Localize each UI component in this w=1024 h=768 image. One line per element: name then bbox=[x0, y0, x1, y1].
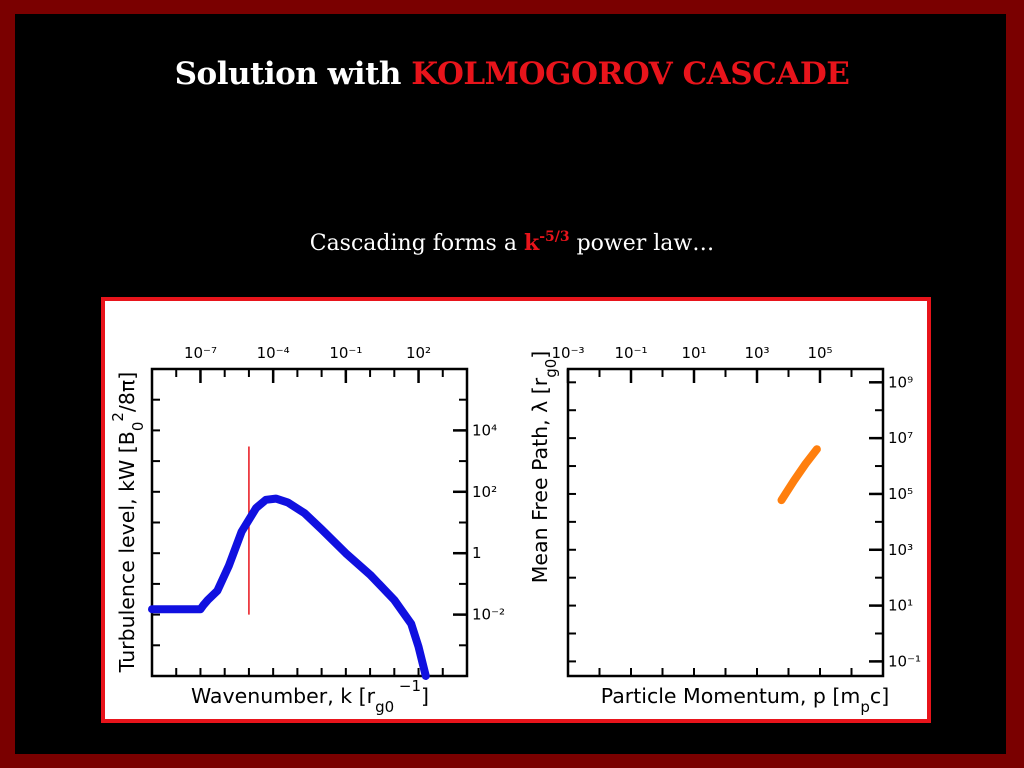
left-data-point bbox=[342, 549, 350, 557]
subtitle-k: k-5/3 bbox=[523, 229, 570, 256]
right-x-axis-label: Particle Momentum, p [mpc] bbox=[601, 684, 889, 716]
title-text: Solution with bbox=[174, 56, 412, 92]
right-series bbox=[777, 445, 821, 505]
left-y-tick-label: 10² bbox=[472, 483, 497, 501]
left-data-point bbox=[238, 528, 246, 536]
left-y-tick-label: 10⁻² bbox=[472, 606, 505, 624]
left-data-point bbox=[284, 498, 292, 506]
left-data-point bbox=[213, 587, 221, 595]
left-y-tick-label: 10⁴ bbox=[472, 421, 497, 439]
subtitle-k-exponent: -5/3 bbox=[539, 229, 570, 245]
right-x-tick-label: 10⁻¹ bbox=[614, 344, 647, 362]
right-x-tick-label: 10⁵ bbox=[807, 344, 832, 362]
left-data-point bbox=[415, 643, 422, 651]
right-y-tick-label: 10¹ bbox=[888, 597, 913, 615]
right-y-tick-label: 10⁵ bbox=[888, 485, 913, 503]
right-x-tick-label: 10³ bbox=[744, 344, 769, 362]
left-data-point bbox=[262, 496, 270, 504]
figure: 10⁻⁷ 10⁻⁴ 10⁻¹ 10² 10⁻² 1 10² 10⁴ Wavenumber, k… bbox=[109, 344, 921, 716]
right-axis-ticks: 10⁻³ 10⁻¹ 10¹ 10³ 10⁵ 10⁻¹ 10¹ 10³ 10⁵ 10⁷ 10⁹ bbox=[551, 344, 921, 676]
left-data-point bbox=[199, 601, 207, 609]
left-data-point bbox=[272, 495, 280, 503]
left-x-tick-label: 10⁻⁷ bbox=[184, 344, 217, 362]
subtitle-text-after: power law… bbox=[569, 231, 715, 256]
right-data-point bbox=[802, 460, 810, 468]
left-axis-ticks: 10⁻⁷ 10⁻⁴ 10⁻¹ 10² 10⁻² 1 10² 10⁴ bbox=[151, 344, 505, 677]
right-x-tick-label: 10¹ bbox=[681, 344, 706, 362]
left-series bbox=[148, 446, 430, 680]
right-data-point bbox=[813, 445, 821, 453]
chart-mean-free-path: 10⁻³ 10⁻¹ 10¹ 10³ 10⁵ 10⁻¹ 10¹ 10³ 10⁵ 10⁷ 10⁹ Par… bbox=[528, 344, 921, 716]
left-data-point bbox=[172, 605, 180, 613]
right-y-tick-label: 10⁹ bbox=[888, 373, 913, 391]
left-x-tick-label: 10⁻¹ bbox=[329, 344, 362, 362]
left-y-axis-label: Turbulence level, kW [B02/8π] bbox=[109, 372, 147, 673]
title-highlight: KOLMOGOROV CASCADE bbox=[411, 56, 850, 92]
slide-title: Solution with KOLMOGOROV CASCADE bbox=[0, 56, 1024, 92]
left-data-point bbox=[225, 561, 233, 569]
left-x-tick-label: 10² bbox=[406, 344, 431, 362]
left-data-point bbox=[191, 605, 199, 613]
right-plot-frame bbox=[566, 367, 885, 678]
left-x-axis-label: Wavenumber, k [rg0 −1] bbox=[191, 677, 429, 716]
right-y-axis-label: Mean Free Path, λ [rg0] bbox=[528, 351, 560, 584]
slide-subtitle: Cascading forms a k-5/3 power law… bbox=[0, 229, 1024, 256]
left-data-point bbox=[422, 672, 430, 680]
subtitle-text-before: Cascading forms a bbox=[309, 231, 524, 256]
left-data-point bbox=[318, 525, 326, 533]
left-data-point bbox=[204, 596, 212, 604]
left-data-point bbox=[301, 509, 309, 517]
right-data-point bbox=[790, 477, 798, 485]
right-data-point bbox=[781, 490, 789, 498]
chart-turbulence-spectrum: 10⁻⁷ 10⁻⁴ 10⁻¹ 10² 10⁻² 1 10² 10⁴ Wavenumber, k… bbox=[109, 344, 505, 716]
left-data-point bbox=[252, 504, 260, 512]
left-x-tick-label: 10⁻⁴ bbox=[257, 344, 290, 362]
left-data-point bbox=[148, 605, 156, 613]
right-y-tick-label: 10⁷ bbox=[888, 429, 913, 447]
right-x-tick-label: 10⁻³ bbox=[551, 344, 584, 362]
right-data-point bbox=[778, 496, 785, 504]
left-data-point bbox=[390, 596, 398, 604]
left-data-point bbox=[366, 571, 374, 579]
subtitle-k-symbol: k bbox=[523, 230, 540, 256]
right-y-tick-label: 10³ bbox=[888, 541, 913, 559]
left-data-point bbox=[407, 620, 415, 628]
right-y-tick-label: 10⁻¹ bbox=[888, 652, 921, 670]
left-series-line-0 bbox=[148, 494, 430, 680]
left-y-tick-label: 1 bbox=[472, 544, 482, 562]
